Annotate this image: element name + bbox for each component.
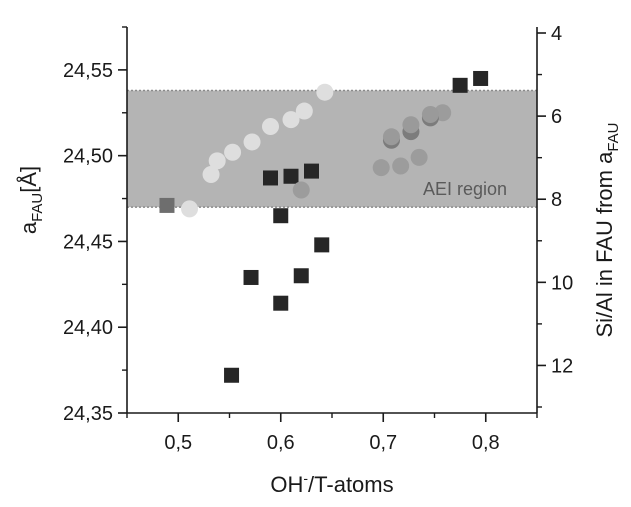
data-point-circle xyxy=(262,118,279,136)
data-point-circle xyxy=(208,152,226,170)
data-point-circle xyxy=(316,83,334,101)
x-tick-label: 0,6 xyxy=(267,432,295,454)
y-axis-title: aFAU[Å] xyxy=(16,166,46,234)
data-point-circle xyxy=(392,157,410,175)
x-tick-label: 0,7 xyxy=(369,432,397,454)
data-point-square xyxy=(243,269,259,285)
x-axis-title: OH-/T-atoms xyxy=(270,470,393,497)
data-point-square xyxy=(452,77,468,93)
data-point-square xyxy=(273,295,289,311)
y2-axis-title: Si/Al in FAU from aFAU xyxy=(592,122,622,337)
data-point-square xyxy=(473,70,489,86)
data-point-circle xyxy=(224,143,242,161)
text-layer: AEI region 0,5 0,6 0,7 0,8 24,35 24,40 24,45 24,… xyxy=(16,23,622,497)
data-point-square xyxy=(293,268,309,284)
points-layer xyxy=(159,70,489,383)
data-point-square xyxy=(314,237,330,253)
y-tick-label: 24,45 xyxy=(63,231,113,253)
x-tick-label: 0,8 xyxy=(472,432,500,454)
region-layer xyxy=(127,89,537,208)
y-tick-label: 24,55 xyxy=(63,60,113,82)
data-point-circle xyxy=(382,128,400,146)
data-point-square xyxy=(283,168,299,184)
y2-tick-label: 10 xyxy=(551,272,573,294)
data-point-circle xyxy=(181,200,199,218)
data-point-circle xyxy=(402,116,420,134)
data-point-square xyxy=(159,197,175,213)
data-point-circle xyxy=(202,166,220,184)
data-point-square xyxy=(263,170,278,186)
y2-tick-label: 12 xyxy=(551,355,573,377)
y2-tick-label: 8 xyxy=(551,189,562,211)
y-tick-label: 24,40 xyxy=(63,317,113,339)
data-point-circle xyxy=(372,159,390,177)
y-tick-label: 24,35 xyxy=(63,403,113,425)
data-point-circle xyxy=(410,148,428,166)
data-point-circle xyxy=(282,111,300,129)
region-band xyxy=(127,90,537,208)
data-point-circle xyxy=(243,133,261,151)
y-tick-label: 24,50 xyxy=(63,146,113,168)
y2-tick-label: 6 xyxy=(551,106,562,128)
data-point-circle xyxy=(292,181,310,199)
data-point-square xyxy=(224,367,240,383)
data-point-circle xyxy=(421,105,439,123)
region-label: AEI region xyxy=(423,179,507,199)
x-tick-label: 0,5 xyxy=(164,432,192,454)
data-point-circle xyxy=(295,102,313,120)
y2-tick-label: 4 xyxy=(551,23,562,45)
axes-layer xyxy=(118,26,546,422)
data-point-square xyxy=(304,163,319,179)
data-point-square xyxy=(273,208,289,224)
